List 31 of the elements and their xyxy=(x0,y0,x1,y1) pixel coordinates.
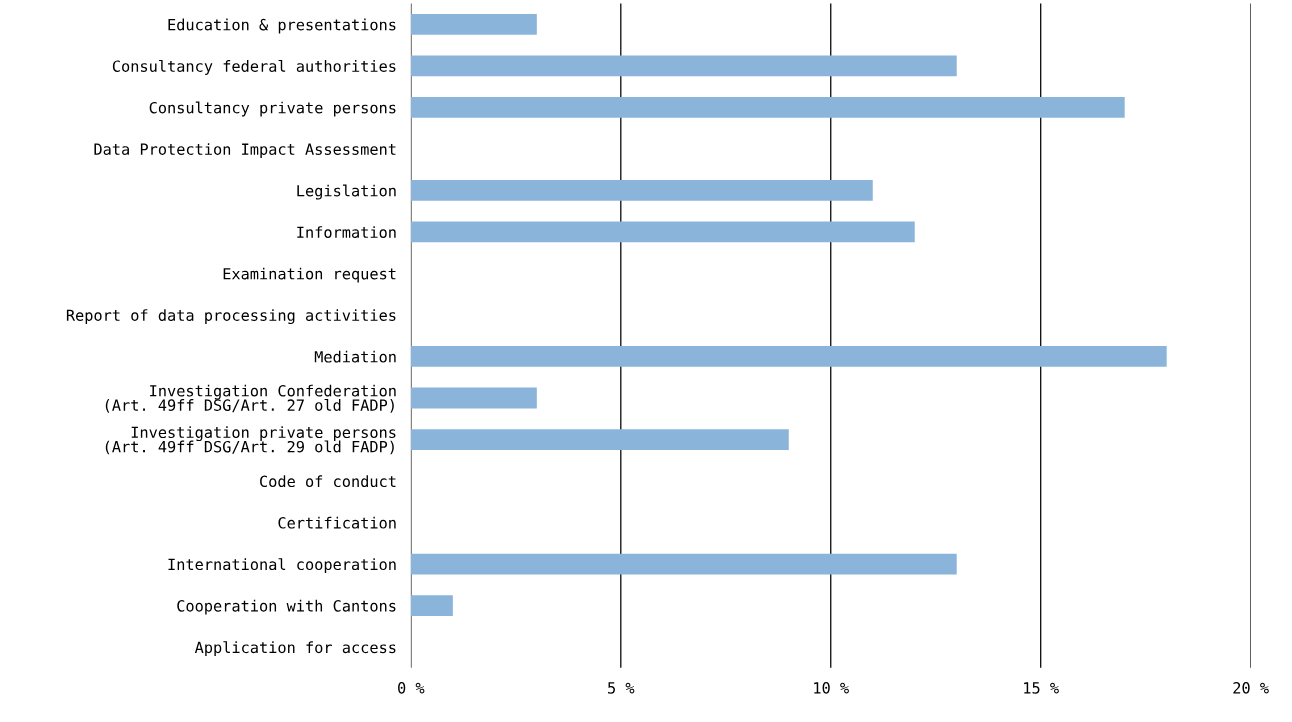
y-tick-label: Investigation Confederation (Art. 49ff DSG/Art. 27 old FADP) xyxy=(105,384,396,413)
y-tick-label: Education & presentations xyxy=(168,18,396,34)
y-tick-label: Certification xyxy=(278,516,396,529)
y-tick-label: Cooperation with Cantons xyxy=(177,599,396,615)
y-tick-label: Consultancy private persons xyxy=(149,101,396,117)
y-tick-label: Report of data processing activities xyxy=(66,309,396,325)
y-tick-label: Information xyxy=(297,226,396,238)
bar xyxy=(410,55,957,77)
x-tick-label: 20 % xyxy=(1233,682,1269,694)
bar xyxy=(410,180,873,201)
y-tick-label: Data Protection Impact Assessment xyxy=(94,143,396,158)
y-tick-label: International cooperation xyxy=(168,558,396,574)
x-tick-label: 5 % xyxy=(608,682,635,694)
bar xyxy=(410,221,915,243)
y-tick-label: Application for access xyxy=(194,641,396,657)
bar xyxy=(410,97,1125,118)
y-tick-label: Examination request xyxy=(223,267,396,283)
x-tick-label: 10 % xyxy=(814,682,849,694)
y-tick-label: Investigation private persons (Art. 49ff DSG/Art. 29 old FADP) xyxy=(105,426,396,455)
y-tick-label: Consultancy federal authorities xyxy=(112,60,396,75)
bar xyxy=(410,13,537,35)
bar xyxy=(410,429,789,450)
bar xyxy=(410,595,453,616)
bar xyxy=(410,346,1167,367)
x-tick-label: 0 % xyxy=(398,682,425,694)
x-tick-label: 15 % xyxy=(1024,682,1059,694)
y-tick-label: Mediation xyxy=(314,350,396,363)
bar xyxy=(410,387,537,409)
y-tick-label: Legislation xyxy=(297,184,396,200)
bar xyxy=(410,553,957,575)
y-tick-label: Code of conduct xyxy=(260,475,396,488)
